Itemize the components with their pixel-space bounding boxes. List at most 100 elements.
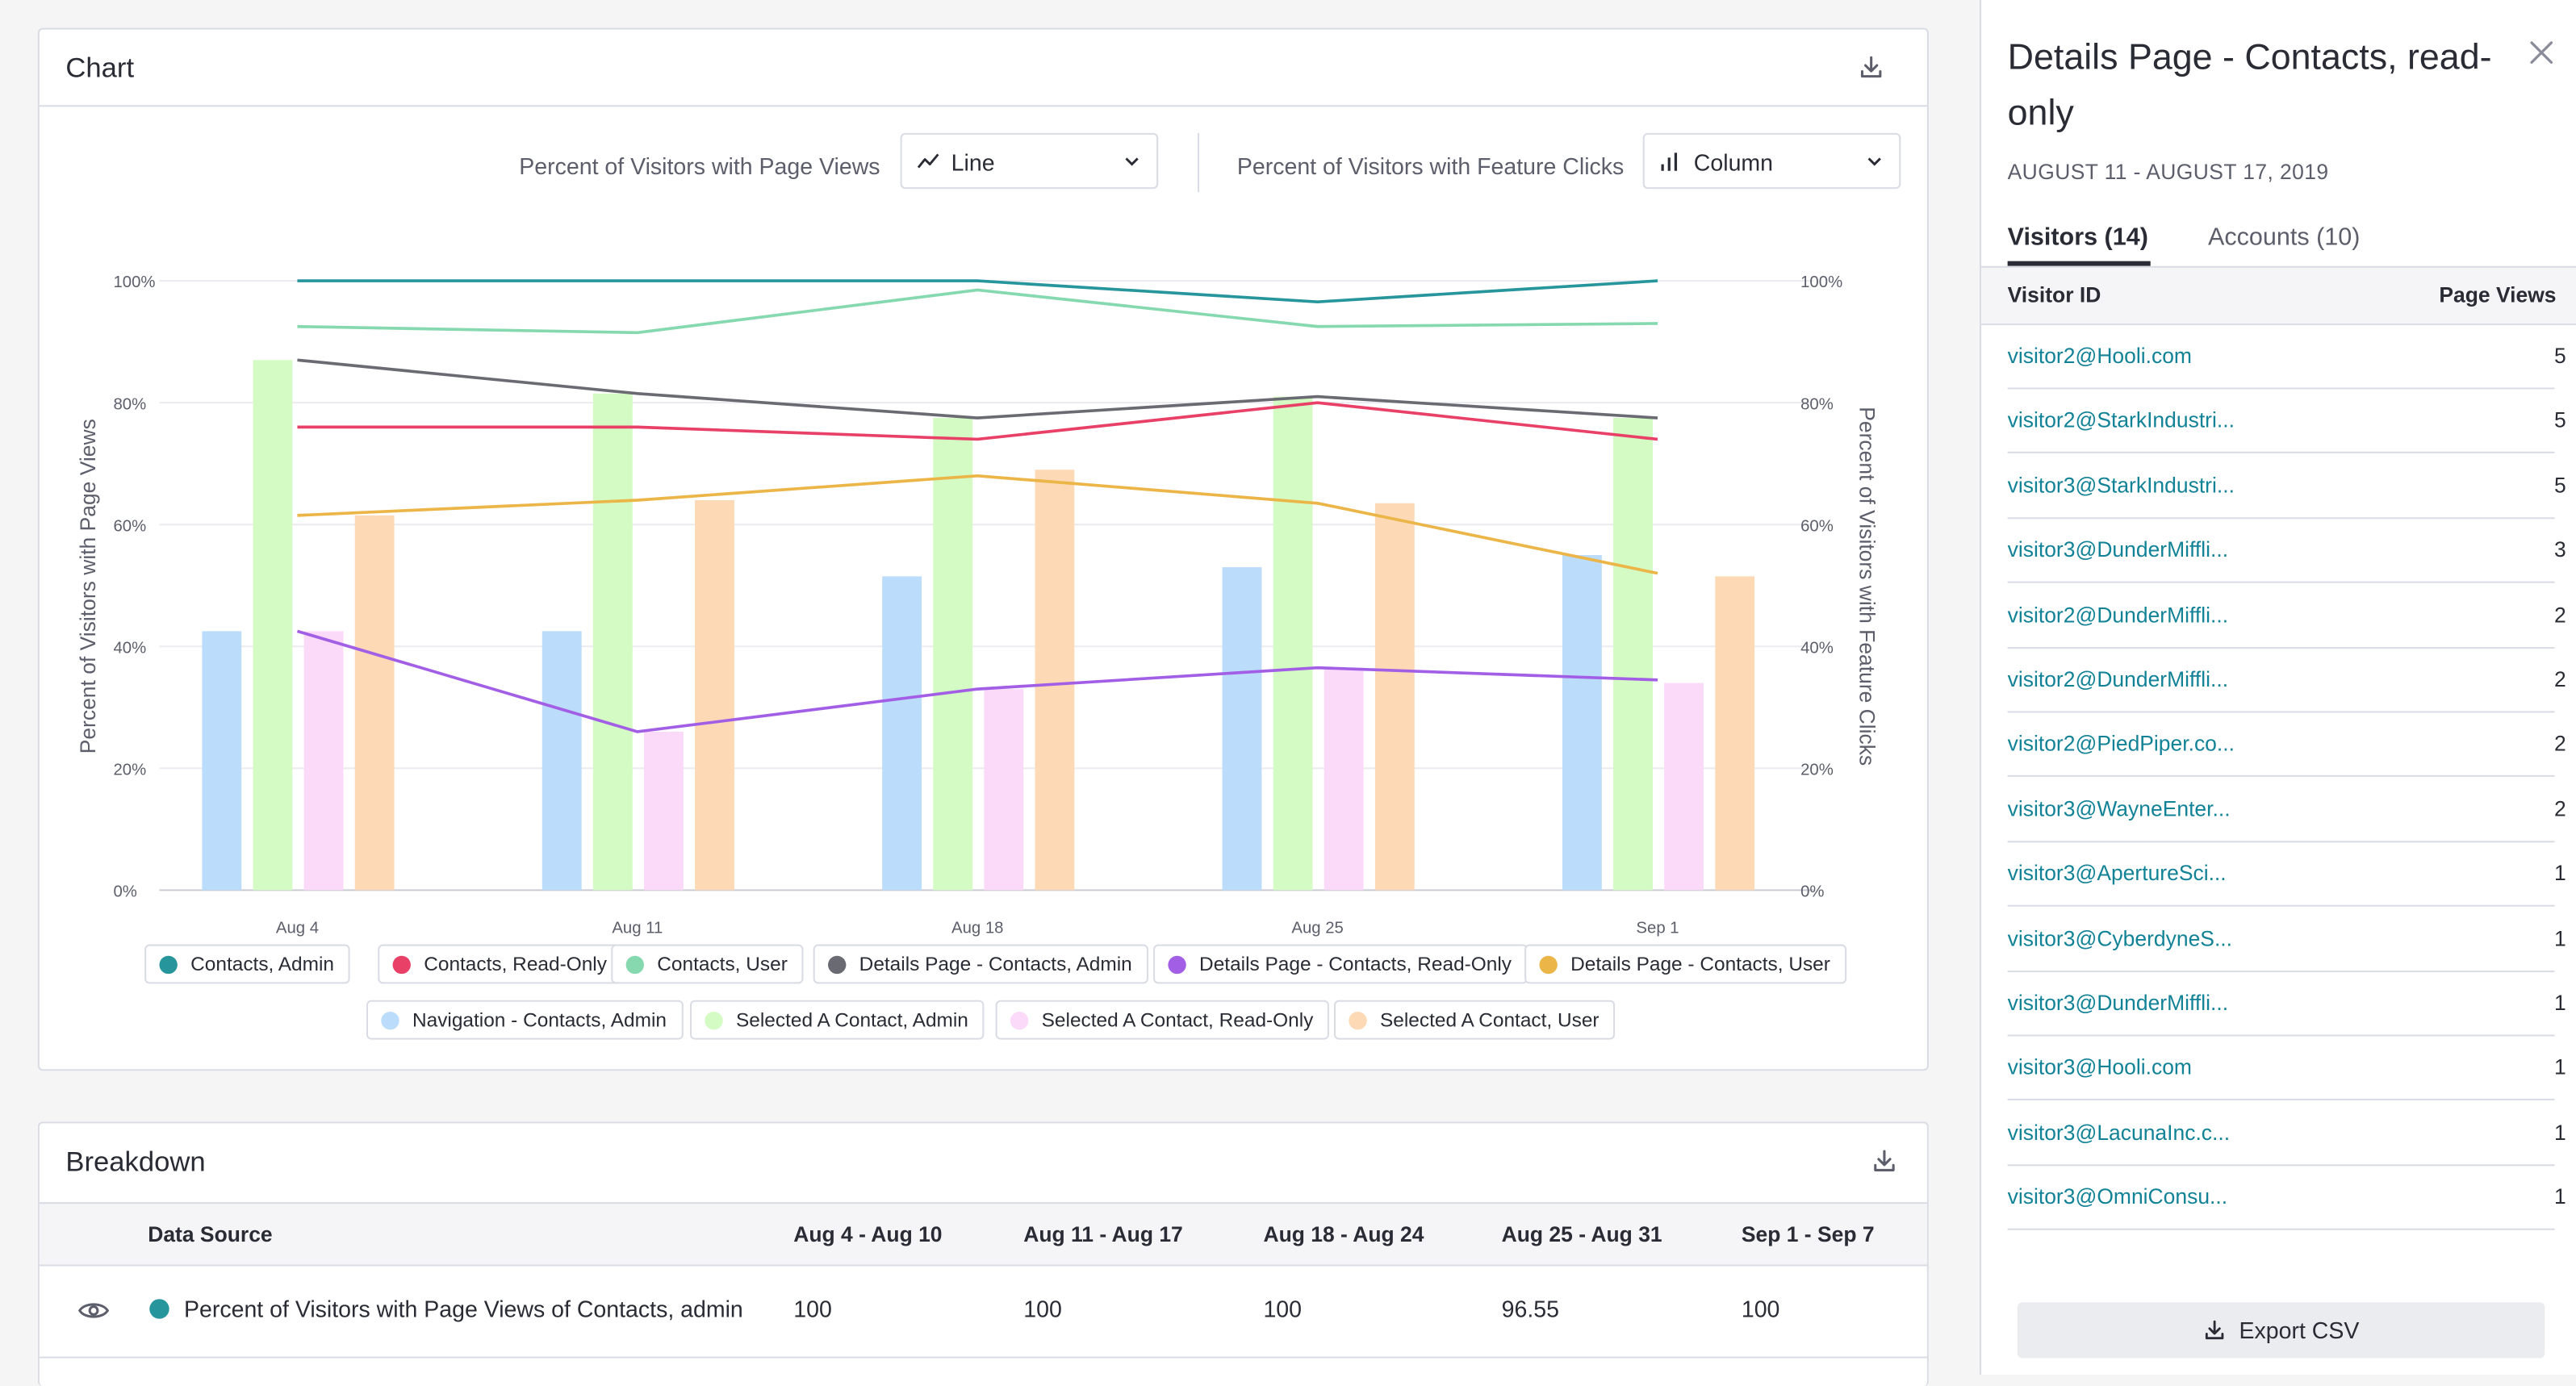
visitor-id-link[interactable]: visitor3@StarkIndustri... — [2007, 472, 2235, 498]
column-header-page-views[interactable]: Page Views — [2439, 282, 2557, 307]
tab-accounts[interactable]: Accounts (10) — [2207, 223, 2361, 252]
legend-item[interactable]: Selected A Contact, User — [1333, 1000, 1616, 1040]
legend-color-dot — [1349, 1010, 1367, 1029]
details-side-panel: Details Page - Contacts, read-only AUGUS… — [1980, 0, 2576, 1375]
chart-bar — [1324, 667, 1364, 891]
legend-label: Contacts, Admin — [190, 952, 335, 976]
page-views-count: 2 — [2554, 795, 2566, 821]
y-tick-label: 80% — [113, 395, 146, 413]
x-tick-label: Aug 18 — [951, 919, 1003, 937]
legend-item[interactable]: Contacts, Admin — [144, 944, 351, 984]
legend-color-dot — [625, 954, 644, 974]
visitor-id-link[interactable]: visitor2@StarkIndustri... — [2007, 407, 2235, 433]
page-views-chart-type-select[interactable]: Line — [900, 132, 1159, 190]
chart-bar — [1273, 396, 1313, 891]
y-tick-label: 0% — [113, 883, 136, 900]
series-line — [297, 401, 1658, 441]
column-header-week-1[interactable]: Aug 4 - Aug 10 — [793, 1221, 943, 1247]
chart-bar — [643, 731, 684, 891]
column-header-week-4[interactable]: Aug 25 - Aug 31 — [1501, 1221, 1662, 1247]
list-item: visitor2@Hooli.com 5 — [2007, 325, 2566, 390]
list-item: visitor2@DunderMiffli... 2 — [2007, 649, 2566, 713]
page-views-count: 1 — [2554, 1054, 2566, 1080]
list-item: visitor2@PiedPiper.co... 2 — [2007, 713, 2566, 778]
list-item: visitor3@OmniConsu... 1 — [2007, 1167, 2566, 1231]
column-header-week-5[interactable]: Sep 1 - Sep 7 — [1741, 1221, 1875, 1247]
column-header-visitor-id[interactable]: Visitor ID — [2007, 282, 2101, 307]
chart-bar — [253, 360, 293, 891]
list-item: visitor2@StarkIndustri... 5 — [2007, 390, 2566, 454]
page-views-count: 2 — [2554, 731, 2566, 757]
download-icon[interactable] — [1871, 1148, 1898, 1175]
chart-bar — [202, 631, 242, 891]
legend-color-dot — [392, 954, 411, 974]
page-views-count: 5 — [2554, 472, 2566, 498]
page-views-count: 2 — [2554, 602, 2566, 627]
y2-tick-label: 80% — [1800, 395, 1834, 413]
export-csv-button[interactable]: Export CSV — [2017, 1302, 2545, 1359]
download-icon[interactable] — [1858, 54, 1884, 81]
y-tick-label: 60% — [113, 517, 146, 535]
chart-bar — [695, 499, 734, 891]
y2-axis-title: Percent of Visitors with Feature Clicks — [1855, 407, 1879, 766]
legend-label: Details Page - Contacts, Read-Only — [1199, 952, 1512, 976]
column-header-week-2[interactable]: Aug 11 - Aug 17 — [1023, 1221, 1183, 1247]
eye-icon[interactable] — [77, 1299, 111, 1321]
visitor-id-link[interactable]: visitor3@CyberdyneS... — [2007, 925, 2233, 950]
legend-label: Selected A Contact, User — [1379, 1008, 1600, 1032]
legend-item[interactable]: Contacts, Read-Only — [378, 944, 624, 984]
panel-title: Details Page - Contacts, read-only — [2007, 35, 2492, 133]
close-icon[interactable] — [2528, 40, 2555, 66]
chart-bar — [882, 576, 922, 891]
visitor-id-link[interactable]: visitor2@PiedPiper.co... — [2007, 731, 2235, 757]
chart-bar — [1664, 683, 1704, 891]
breakdown-table-header: Data Source Aug 4 - Aug 10 Aug 11 - Aug … — [39, 1202, 1927, 1267]
legend-item[interactable]: Navigation - Contacts, Admin — [366, 1000, 684, 1040]
breakdown-title: Breakdown — [65, 1146, 206, 1178]
visitor-id-link[interactable]: visitor3@OmniConsu... — [2007, 1184, 2228, 1209]
legend-color-dot — [381, 1010, 399, 1029]
visitor-id-link[interactable]: visitor3@WayneEnter... — [2007, 795, 2231, 821]
cell-value: 100 — [1741, 1296, 1780, 1322]
legend-item[interactable]: Details Page - Contacts, User — [1524, 944, 1847, 984]
column-chart-icon — [1661, 152, 1678, 171]
visitor-id-link[interactable]: visitor3@DunderMiffli... — [2007, 537, 2229, 562]
breakdown-card: Breakdown Data Source Aug 4 - Aug 10 Aug… — [37, 1121, 1929, 1386]
visitor-id-link[interactable]: visitor3@ApertureSci... — [2007, 861, 2227, 886]
tab-visitors[interactable]: Visitors (14) — [2007, 223, 2148, 252]
x-tick-label: Aug 4 — [276, 919, 319, 937]
legend-color-dot — [1010, 1010, 1029, 1029]
y2-tick-label: 40% — [1800, 639, 1834, 657]
chart-bar — [1562, 554, 1602, 891]
list-item: visitor3@Hooli.com 1 — [2007, 1037, 2566, 1101]
visitor-id-link[interactable]: visitor3@Hooli.com — [2007, 1054, 2192, 1080]
visitor-id-link[interactable]: visitor3@LacunaInc.c... — [2007, 1119, 2231, 1145]
visitor-id-link[interactable]: visitor2@Hooli.com — [2007, 343, 2192, 368]
feature-clicks-chart-type-select[interactable]: Column — [1642, 132, 1901, 190]
series-color-dot — [149, 1299, 169, 1319]
page-views-count: 1 — [2554, 1119, 2566, 1145]
y2-tick-label: 100% — [1800, 273, 1842, 291]
legend-item[interactable]: Selected A Contact, Admin — [689, 1000, 985, 1040]
x-tick-label: Aug 25 — [1291, 919, 1343, 937]
legend-label: Selected A Contact, Admin — [735, 1008, 968, 1032]
legend-item[interactable]: Details Page - Contacts, Admin — [813, 944, 1149, 984]
legend-item[interactable]: Details Page - Contacts, Read-Only — [1153, 944, 1528, 984]
y-axis-title: Percent of Visitors with Page Views — [76, 419, 100, 754]
cell-value: 96.55 — [1501, 1296, 1559, 1322]
column-header-week-3[interactable]: Aug 18 - Aug 24 — [1263, 1221, 1424, 1247]
legend-color-dot — [1539, 954, 1558, 974]
legend-item[interactable]: Selected A Contact, Read-Only — [995, 1000, 1330, 1040]
list-item: visitor3@LacunaInc.c... 1 — [2007, 1102, 2566, 1166]
cell-value: 100 — [1263, 1296, 1303, 1322]
visitor-id-link[interactable]: visitor3@DunderMiffli... — [2007, 990, 2229, 1016]
data-source-name: Percent of Visitors with Page Views of C… — [183, 1296, 743, 1322]
y2-tick-label: 0% — [1800, 883, 1824, 900]
visitor-id-link[interactable]: visitor2@DunderMiffli... — [2007, 602, 2229, 627]
list-item: visitor3@DunderMiffli... 1 — [2007, 972, 2566, 1037]
legend-item[interactable]: Contacts, User — [611, 944, 805, 984]
visitor-id-link[interactable]: visitor2@DunderMiffli... — [2007, 666, 2229, 692]
page-views-count: 3 — [2554, 537, 2566, 562]
page-views-count: 5 — [2554, 343, 2566, 368]
chart-header-divider — [39, 105, 1927, 107]
